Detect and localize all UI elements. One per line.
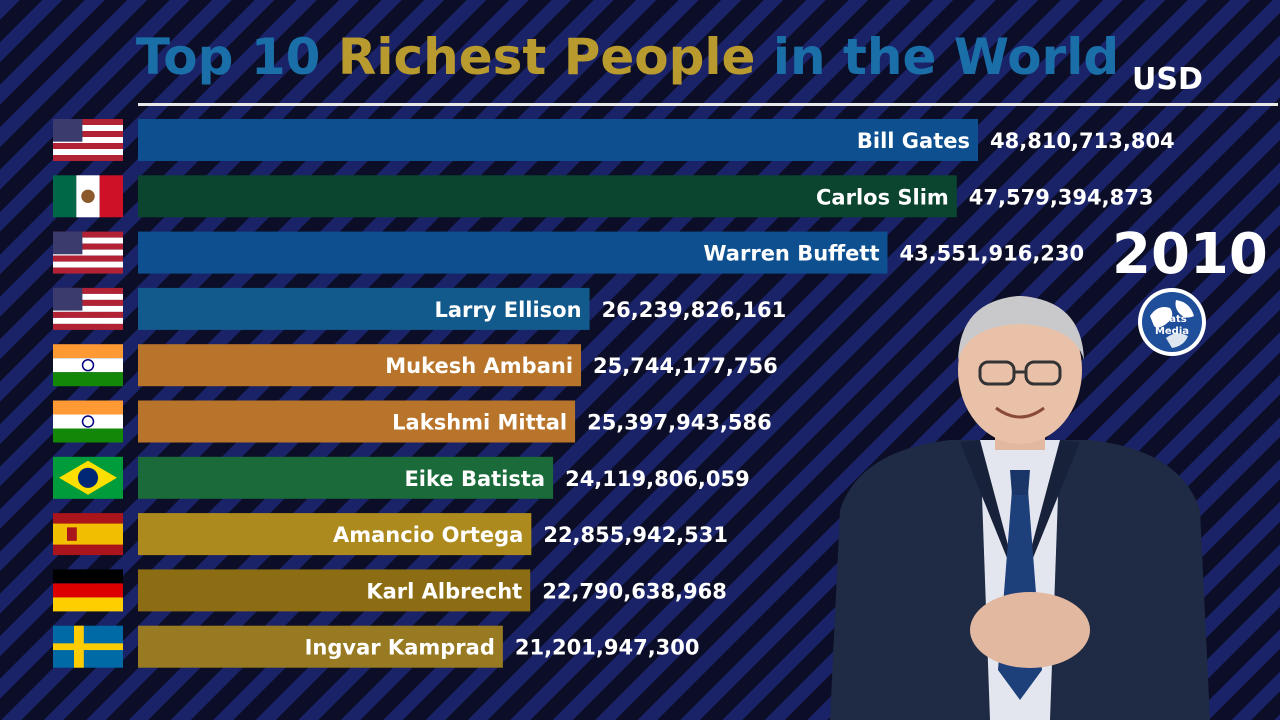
bar-6 [138,456,554,499]
usa-flag-icon [53,287,123,330]
bar-5 [138,400,576,443]
bar-4 [138,344,582,387]
bar-value-label: 48,810,713,804 [990,129,1175,153]
person-photo [830,296,1210,720]
bar-9 [138,625,503,668]
brazil-flag-icon [53,456,123,499]
bar-3 [138,287,590,330]
bar-value-label: 43,551,916,230 [899,242,1084,266]
sweden-flag-icon [53,625,123,668]
bar-value-label: 24,119,806,059 [565,467,750,491]
bar-value-label: 22,790,638,968 [542,579,727,603]
spain-flag-icon [53,513,123,556]
usa-flag-icon [53,231,123,274]
bar-name-label: Bill Gates [857,129,970,153]
title-part: Top 10 [135,28,338,86]
bar-name-label: Amancio Ortega [333,523,523,547]
india-flag-icon [53,400,123,443]
year-label: 2010 [1112,222,1268,287]
bar-2 [138,231,888,274]
bar-1 [138,175,957,218]
bar-value-label: 25,744,177,756 [593,354,778,378]
currency-label: USD [1132,62,1203,97]
bar-name-label: Eike Batista [404,467,545,491]
bar-value-label: 22,855,942,531 [543,523,728,547]
bar-name-label: Warren Buffett [703,242,879,266]
bar-name-label: Mukesh Ambani [385,354,573,378]
bar-value-label: 47,579,394,873 [969,185,1154,209]
bar-value-label: 26,239,826,161 [602,298,787,322]
usa-flag-icon [53,119,123,161]
germany-flag-icon [53,569,123,612]
bar-0 [138,119,978,161]
bar-name-label: Ingvar Kamprad [305,636,495,660]
header-divider [138,103,1278,106]
chart-title: Top 10 Richest People in the World [0,28,1255,86]
logo-text-line2: Media [1155,326,1189,337]
logo-text-line1: Stats [1157,314,1187,325]
bar-name-label: Carlos Slim [816,185,949,209]
bar-name-label: Karl Albrecht [366,579,522,603]
globe-icon: Stats Media [1138,288,1206,356]
mexico-flag-icon [53,175,123,218]
title-part: in the World [755,28,1120,86]
bar-name-label: Lakshmi Mittal [392,411,567,435]
india-flag-icon [53,344,123,387]
bar-name-label: Larry Ellison [434,298,581,322]
bar-7 [138,513,532,556]
bar-8 [138,569,531,612]
bar-value-label: 21,201,947,300 [515,636,700,660]
title-part: Richest People [337,28,756,86]
bar-value-label: 25,397,943,586 [587,411,772,435]
